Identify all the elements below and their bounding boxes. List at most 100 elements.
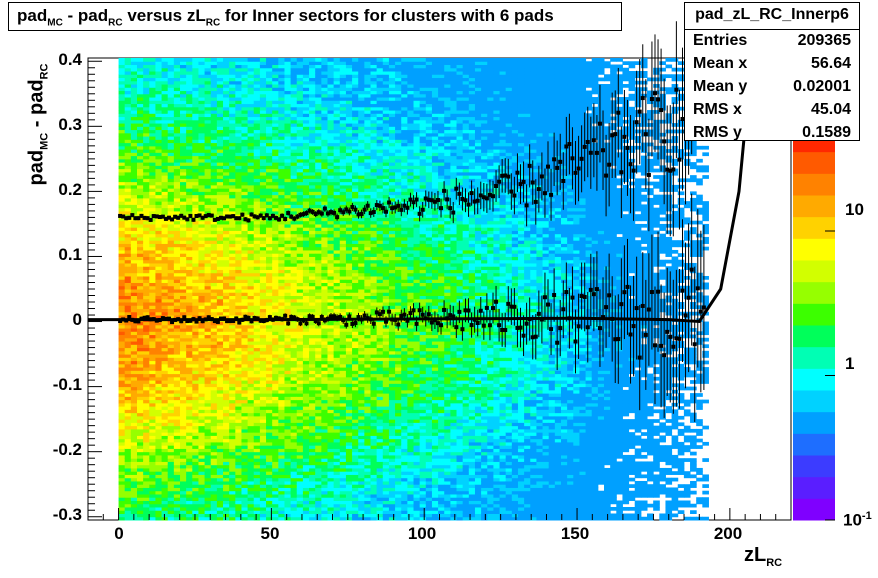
heatmap-cell: [309, 178, 316, 183]
heatmap-cell: [167, 435, 175, 440]
heatmap-cell: [180, 126, 187, 131]
heatmap-cell: [137, 406, 144, 410]
heatmap-cell: [253, 435, 261, 440]
heatmap-cell: [198, 259, 206, 264]
heatmap-cell: [272, 64, 279, 69]
heatmap-cell: [216, 178, 224, 183]
heatmap-cell: [315, 315, 322, 319]
heatmap-cell: [253, 67, 261, 72]
heatmap-cell: [259, 503, 267, 508]
heatmap-cell: [247, 139, 255, 144]
heatmap-cell: [290, 341, 298, 345]
heatmap-cell: [229, 516, 236, 521]
heatmap-cell: [223, 87, 230, 92]
heatmap-cell: [137, 461, 144, 466]
heatmap-cell: [235, 90, 242, 95]
heatmap-cell: [186, 354, 193, 358]
heatmap-cell: [253, 393, 261, 397]
heatmap-cell: [302, 214, 310, 218]
heatmap-cell: [192, 370, 199, 375]
heatmap-cell: [296, 315, 304, 319]
heatmap-cell: [223, 334, 230, 339]
heatmap-cell: [278, 389, 285, 394]
heatmap-cell: [333, 477, 341, 482]
heatmap-cell: [302, 438, 310, 443]
heatmap-cell: [186, 165, 193, 170]
heatmap-cell: [259, 87, 267, 92]
heatmap-cell: [149, 272, 156, 277]
heatmap-cell: [143, 448, 150, 453]
heatmap-cell: [327, 181, 335, 186]
heatmap-cell: [315, 337, 322, 342]
heatmap-cell: [315, 168, 322, 173]
heatmap-cell: [309, 474, 316, 479]
heatmap-cell: [149, 311, 156, 316]
heatmap-cell: [259, 464, 267, 469]
heatmap-cell: [143, 376, 150, 381]
heatmap-cell: [309, 158, 316, 163]
heatmap-cell: [235, 419, 242, 423]
heatmap-cell: [124, 480, 132, 485]
heatmap-cell: [259, 409, 267, 414]
heatmap-cell: [192, 363, 199, 368]
heatmap-cell: [296, 74, 304, 79]
heatmap-cell: [259, 305, 267, 310]
heatmap-cell: [210, 184, 218, 189]
heatmap-cell: [284, 497, 292, 501]
heatmap-cell: [223, 415, 230, 420]
heatmap-cell: [137, 409, 144, 414]
heatmap-cell: [186, 279, 193, 283]
heatmap-cell: [272, 246, 279, 251]
heatmap-cell: [296, 380, 304, 384]
heatmap-cell: [167, 370, 175, 375]
heatmap-cell: [296, 97, 304, 101]
heatmap-cell: [124, 500, 132, 505]
heatmap-cell: [229, 484, 236, 488]
heatmap-cell: [223, 178, 230, 183]
heatmap-cell: [186, 197, 193, 202]
heatmap-cell: [290, 373, 298, 378]
heatmap-cell: [302, 84, 310, 88]
heatmap-cell: [180, 136, 187, 140]
heatmap-cell: [118, 500, 126, 505]
heatmap-cell: [321, 425, 328, 430]
heatmap-cell: [315, 506, 322, 511]
heatmap-cell: [161, 383, 169, 388]
heatmap-cell: [253, 373, 261, 378]
heatmap-cell: [118, 77, 126, 82]
heatmap-cell: [235, 328, 242, 332]
heatmap-cell: [155, 93, 163, 98]
heatmap-cell: [278, 474, 285, 479]
heatmap-cell: [272, 289, 279, 293]
heatmap-cell: [155, 360, 163, 365]
heatmap-cell: [253, 367, 261, 371]
heatmap-cell: [198, 272, 206, 277]
heatmap-cell: [161, 428, 169, 433]
heatmap-cell: [290, 458, 298, 462]
heatmap-cell: [253, 240, 261, 244]
heatmap-cell: [143, 354, 150, 358]
heatmap-cell: [149, 175, 156, 179]
heatmap-cell: [124, 256, 132, 261]
heatmap-cell: [186, 236, 193, 241]
heatmap-cell: [210, 197, 218, 202]
heatmap-cell: [124, 490, 132, 495]
heatmap-cell: [284, 227, 292, 231]
heatmap-cell: [284, 370, 292, 375]
heatmap-cell: [229, 116, 236, 121]
heatmap-cell: [161, 461, 169, 466]
heatmap-cell: [235, 516, 242, 521]
heatmap-cell: [290, 474, 298, 479]
heatmap-cell: [180, 367, 187, 371]
heatmap-cell: [309, 373, 316, 378]
heatmap-cell: [315, 406, 322, 410]
heatmap-cell: [118, 93, 126, 98]
heatmap-cell: [124, 328, 132, 332]
heatmap-cell: [241, 367, 249, 371]
heatmap-cell: [272, 178, 279, 183]
heatmap-cell: [327, 295, 335, 300]
heatmap-cell: [223, 119, 230, 124]
heatmap-cell: [272, 451, 279, 456]
heatmap-cell: [137, 354, 144, 358]
heatmap-cell: [124, 331, 132, 336]
